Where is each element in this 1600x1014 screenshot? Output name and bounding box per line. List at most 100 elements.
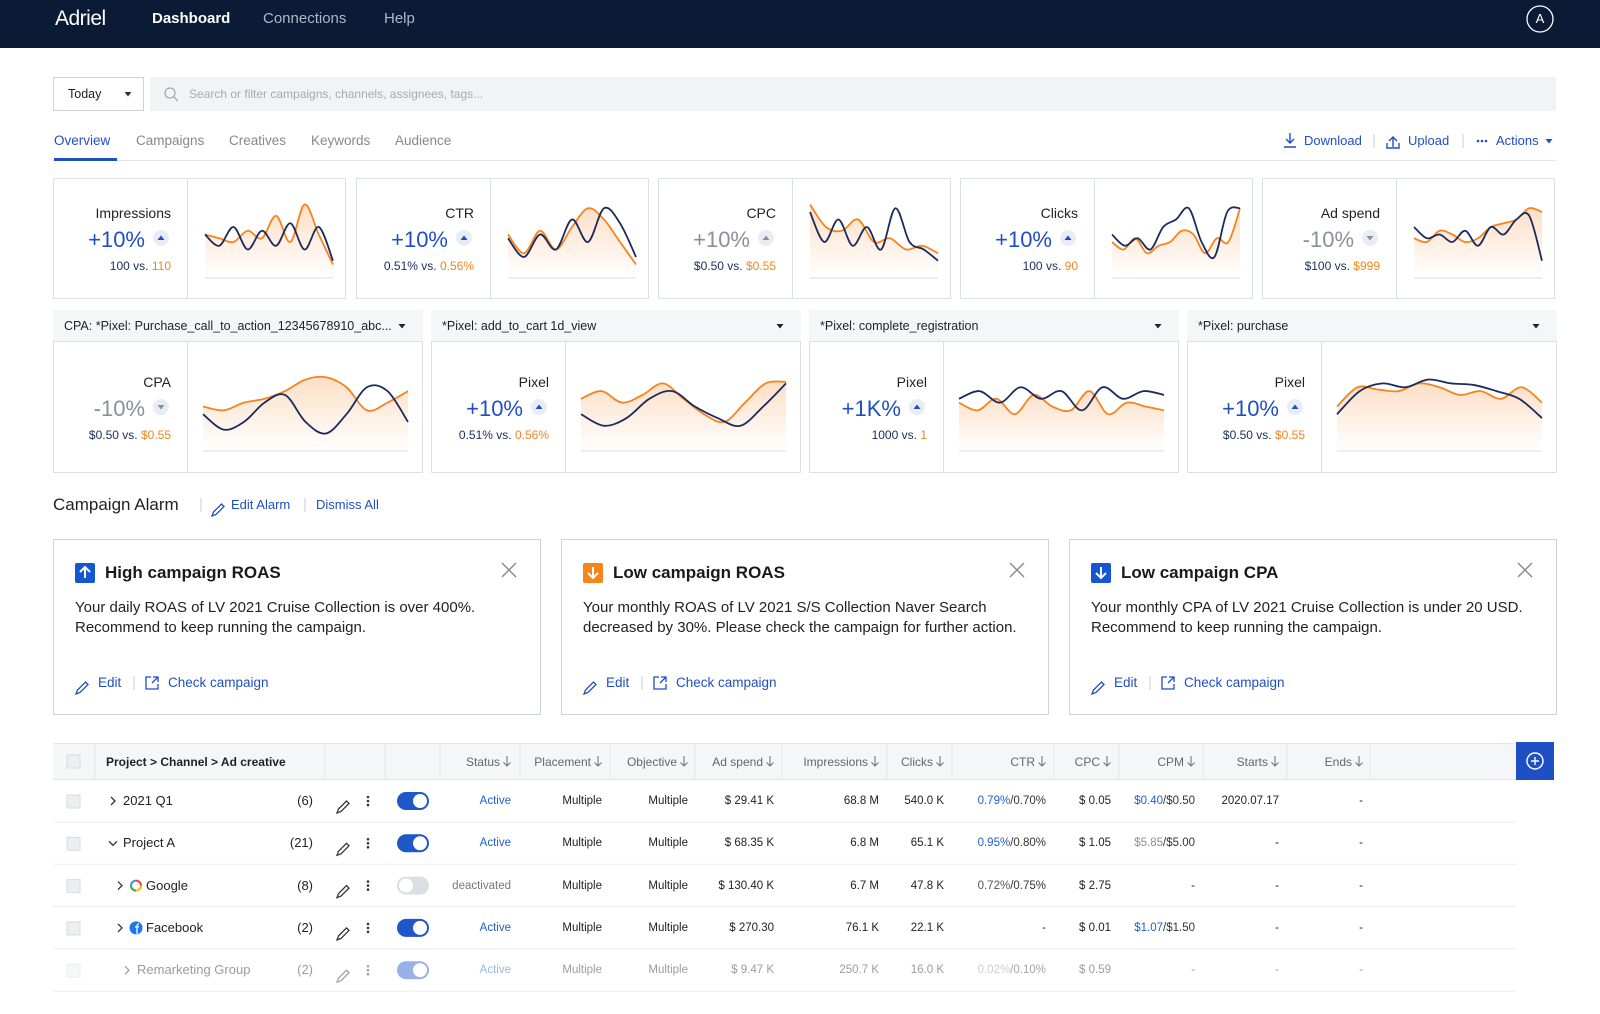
vs-label: vs. xyxy=(496,428,512,442)
metric-change: -10% xyxy=(93,396,145,421)
cell-objective: Multiple xyxy=(648,964,688,977)
nav-link[interactable]: Connections xyxy=(263,10,347,27)
column-header[interactable]: CPC xyxy=(1074,755,1100,769)
cell-ad-spend: $ 270.30 xyxy=(729,921,774,934)
tab[interactable]: Audience xyxy=(395,133,452,148)
column-header[interactable]: Placement xyxy=(534,755,591,769)
kpi-card xyxy=(658,178,951,299)
toggle-knob xyxy=(413,963,427,978)
sort-icon xyxy=(1271,756,1279,767)
caret-icon xyxy=(913,404,921,409)
caret-icon xyxy=(157,235,165,240)
edit-link[interactable]: Edit xyxy=(606,675,630,690)
action-button[interactable]: Actions xyxy=(1496,133,1539,148)
nav-link[interactable]: Dashboard xyxy=(152,10,231,27)
caret-icon xyxy=(124,92,132,97)
metric-compare: 100 vs. 110 xyxy=(110,256,171,276)
tab[interactable]: Campaigns xyxy=(136,133,205,148)
search-box[interactable] xyxy=(150,77,1556,111)
pixel-selector-label[interactable]: *Pixel: add_to_cart 1d_view xyxy=(442,319,597,333)
facebook-logo xyxy=(135,923,140,934)
edit-icon xyxy=(335,842,350,857)
tab[interactable]: Overview xyxy=(54,133,111,148)
dot xyxy=(366,884,370,887)
previous-value: $0.55 xyxy=(1274,428,1305,442)
dismiss-all-link[interactable]: Dismiss All xyxy=(316,497,379,512)
alarm-title: Low campaign ROAS xyxy=(613,563,785,582)
edit-alarm-link[interactable]: Edit Alarm xyxy=(231,497,291,512)
alarm-body: Your monthly CPA of LV 2021 Cruise Colle… xyxy=(1091,599,1523,636)
pixel-selector[interactable] xyxy=(809,310,1179,342)
tab[interactable]: Keywords xyxy=(311,133,371,148)
metric-change: +10% xyxy=(693,227,750,252)
kpi-card xyxy=(960,178,1253,299)
column-header[interactable]: Ends xyxy=(1324,755,1352,769)
kpi-divider xyxy=(1396,178,1397,299)
metric-label: Clicks xyxy=(1040,205,1078,221)
sparkline-area xyxy=(810,204,938,278)
edit-link[interactable]: Edit xyxy=(98,675,122,690)
pixel-selector-label[interactable]: *Pixel: purchase xyxy=(1198,319,1289,333)
close-icon xyxy=(1009,562,1025,578)
cell-cpc: $ 0.59 xyxy=(1079,964,1111,977)
alarm-title: High campaign ROAS xyxy=(105,563,281,582)
edit-icon xyxy=(582,681,597,696)
ratio-cell: $0.40/$0.50 xyxy=(1134,791,1195,811)
previous-value: 1 xyxy=(920,428,927,442)
caret-icon xyxy=(535,404,543,409)
sort-icon xyxy=(1038,756,1046,767)
dot xyxy=(366,926,370,930)
metric-compare: $0.50 vs. $0.55 xyxy=(1223,425,1305,445)
column-header: Project > Channel > Ad creative xyxy=(106,755,286,769)
pixel-selector-label[interactable]: *Pixel: complete_registration xyxy=(820,319,979,333)
cell-cpc: $ 2.75 xyxy=(1079,879,1111,892)
cell-starts: - xyxy=(1275,964,1279,977)
cell-clicks: 22.1 K xyxy=(910,921,944,934)
avatar-initial[interactable]: A xyxy=(1535,11,1545,26)
google-logo xyxy=(135,885,142,892)
sort-icon xyxy=(1355,756,1363,767)
column-header[interactable]: Status xyxy=(465,755,500,769)
action-button[interactable]: Download xyxy=(1304,133,1362,148)
row-count: (2) xyxy=(297,962,313,978)
action-button[interactable]: Upload xyxy=(1408,133,1450,148)
column-header[interactable]: Impressions xyxy=(803,755,868,769)
expand-chevron xyxy=(108,840,118,847)
check-campaign-link[interactable]: Check campaign xyxy=(1184,675,1285,690)
avatar xyxy=(1526,5,1554,33)
alarm-card xyxy=(1069,539,1557,715)
edit-icon xyxy=(335,800,350,815)
pixel-selector[interactable] xyxy=(431,310,801,342)
check-campaign-link[interactable]: Check campaign xyxy=(168,675,269,690)
row-name: 2021 Q1 xyxy=(123,793,173,808)
tab[interactable]: Creatives xyxy=(229,133,287,148)
sparkline-area xyxy=(203,376,408,451)
column-header[interactable]: Objective xyxy=(626,755,677,769)
sort-icon xyxy=(936,756,944,767)
dot xyxy=(366,922,370,926)
caret-icon xyxy=(1532,324,1540,329)
column-header[interactable]: CTR xyxy=(1010,755,1035,769)
pixel-selector[interactable] xyxy=(1187,310,1557,342)
nav-link[interactable]: Help xyxy=(384,10,415,27)
column-header[interactable]: Starts xyxy=(1236,755,1268,769)
pixel-selector-label[interactable]: CPA: *Pixel: Purchase_call_to_action_123… xyxy=(64,319,392,333)
pixel-divider xyxy=(1321,342,1322,473)
cell-clicks: 540.0 K xyxy=(904,795,944,807)
target-value: /0.70% xyxy=(1010,795,1046,807)
vs-label: vs. xyxy=(1045,259,1062,273)
edit-link[interactable]: Edit xyxy=(1114,675,1138,690)
date-select[interactable] xyxy=(53,77,144,111)
metric-change: +10% xyxy=(88,227,145,252)
column-header[interactable]: CPM xyxy=(1157,755,1184,769)
cell-cpm: - xyxy=(1191,879,1195,892)
dot xyxy=(366,842,370,845)
check-campaign-link[interactable]: Check campaign xyxy=(676,675,777,690)
column-header[interactable]: Ad spend xyxy=(712,755,763,769)
tab-divider xyxy=(53,160,1556,161)
pixel-selector[interactable] xyxy=(53,310,423,342)
toggle-knob xyxy=(413,794,427,808)
column-header[interactable]: Clicks xyxy=(901,755,933,769)
sparkline-current xyxy=(958,386,1165,412)
metric-label: Pixel xyxy=(1274,374,1305,390)
